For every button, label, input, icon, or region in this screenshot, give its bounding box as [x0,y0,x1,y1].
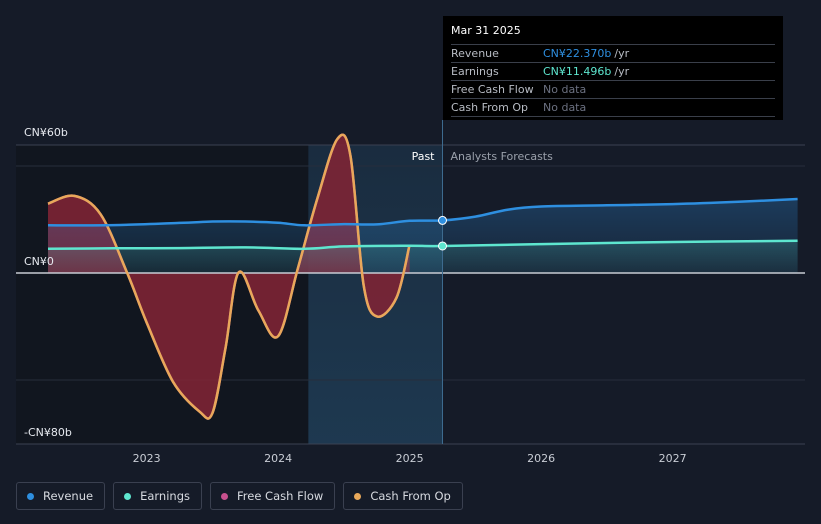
tooltip-label: Free Cash Flow [451,83,534,96]
tooltip-value: No data [543,83,587,96]
legend-label: Revenue [43,489,94,503]
tooltip-unit: /yr [614,65,630,78]
tooltip-row-fcf: Free Cash Flow No data [451,80,775,98]
earnings-area [48,240,798,273]
cash-from-op-line [47,133,411,420]
dot-icon [221,492,228,500]
tooltip-row-cfo: Cash From Op No data [451,98,775,117]
tooltip-row-earnings: Earnings CN¥11.496b /yr [451,62,775,80]
tooltip-value: No data [543,101,587,114]
tooltip-value: CN¥22.370b [543,47,612,60]
x-tick-label: 2023 [133,452,161,465]
past-label: Past [412,150,436,163]
x-tick-label: 2027 [659,452,687,465]
dot-icon [124,492,132,500]
legend-item-revenue[interactable]: Revenue [16,482,106,510]
legend-item-free-cash-flow[interactable]: Free Cash Flow [210,482,336,510]
revenue-marker[interactable] [438,215,447,225]
tooltip-label: Revenue [451,47,499,60]
x-axis-labels: 2023 2024 2025 2026 2027 [133,452,687,465]
legend-label: Earnings [140,489,190,503]
legend-label: Free Cash Flow [237,489,324,503]
x-tick-label: 2025 [396,452,424,465]
dot-icon [27,492,34,500]
tooltip-label: Cash From Op [451,101,529,114]
x-tick-label: 2026 [527,452,555,465]
revenue-line [47,197,798,227]
legend-item-earnings[interactable]: Earnings [113,482,202,510]
tooltip: Mar 31 2025 Revenue CN¥22.370b /yr Earni… [443,16,783,120]
tooltip-row-revenue: Revenue CN¥22.370b /yr [451,44,775,62]
earnings-marker[interactable] [438,241,447,251]
dot-icon [354,492,362,500]
tooltip-value: CN¥11.496b [543,65,612,78]
forecast-label: Analysts Forecasts [451,150,554,163]
gridlines [16,144,805,445]
legend: Revenue Earnings Free Cash Flow Cash Fro… [16,482,463,512]
legend-label: Cash From Op [370,489,451,503]
earnings-line [47,239,798,251]
tooltip-label: Earnings [451,65,499,78]
y-tick-label: CN¥60b [24,126,68,139]
y-tick-label: -CN¥80b [24,426,72,439]
tooltip-unit: /yr [614,47,630,60]
tooltip-date: Mar 31 2025 [451,24,521,37]
fcf-area [48,134,410,419]
legend-item-cash-from-op[interactable]: Cash From Op [343,482,463,510]
x-tick-label: 2024 [264,452,292,465]
y-tick-label: CN¥0 [24,255,54,268]
